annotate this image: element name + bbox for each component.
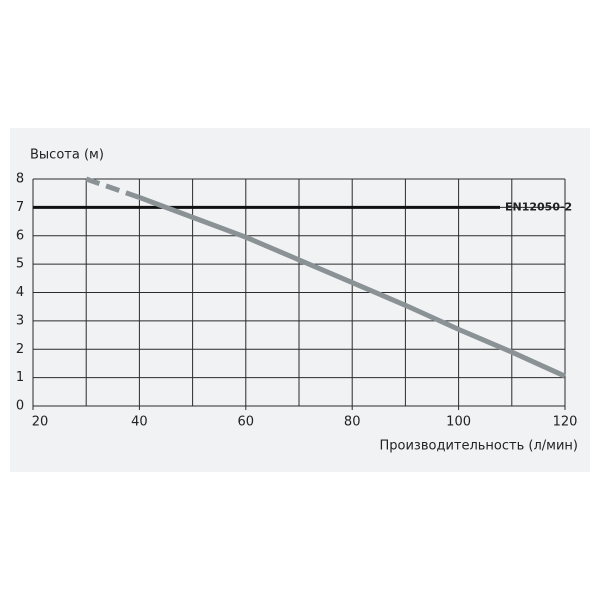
y-tick-label: 4 <box>16 285 24 300</box>
y-tick-label: 5 <box>16 257 24 272</box>
curve <box>138 195 567 379</box>
y-tick-label: 3 <box>16 313 24 328</box>
y-axis-title: Высота (м) <box>30 148 104 163</box>
x-tick-label: 100 <box>446 415 471 430</box>
chart-background <box>10 128 590 472</box>
y-tick-label: 0 <box>16 399 24 414</box>
y-tick-label: 6 <box>16 228 24 243</box>
curve <box>85 176 141 200</box>
y-tick-label: 8 <box>16 172 24 187</box>
x-tick-label: 60 <box>238 415 255 430</box>
y-tick-label: 2 <box>16 342 24 357</box>
x-tick-label: 20 <box>32 415 49 430</box>
x-axis-title: Производительность (л/мин) <box>380 439 579 454</box>
x-tick-label: 120 <box>553 415 578 430</box>
reference-label: EN12050-2 <box>505 200 572 213</box>
x-tick-label: 40 <box>131 415 148 430</box>
y-tick-label: 1 <box>16 370 24 385</box>
y-tick-label: 7 <box>16 200 24 215</box>
x-tick-label: 80 <box>344 415 361 430</box>
